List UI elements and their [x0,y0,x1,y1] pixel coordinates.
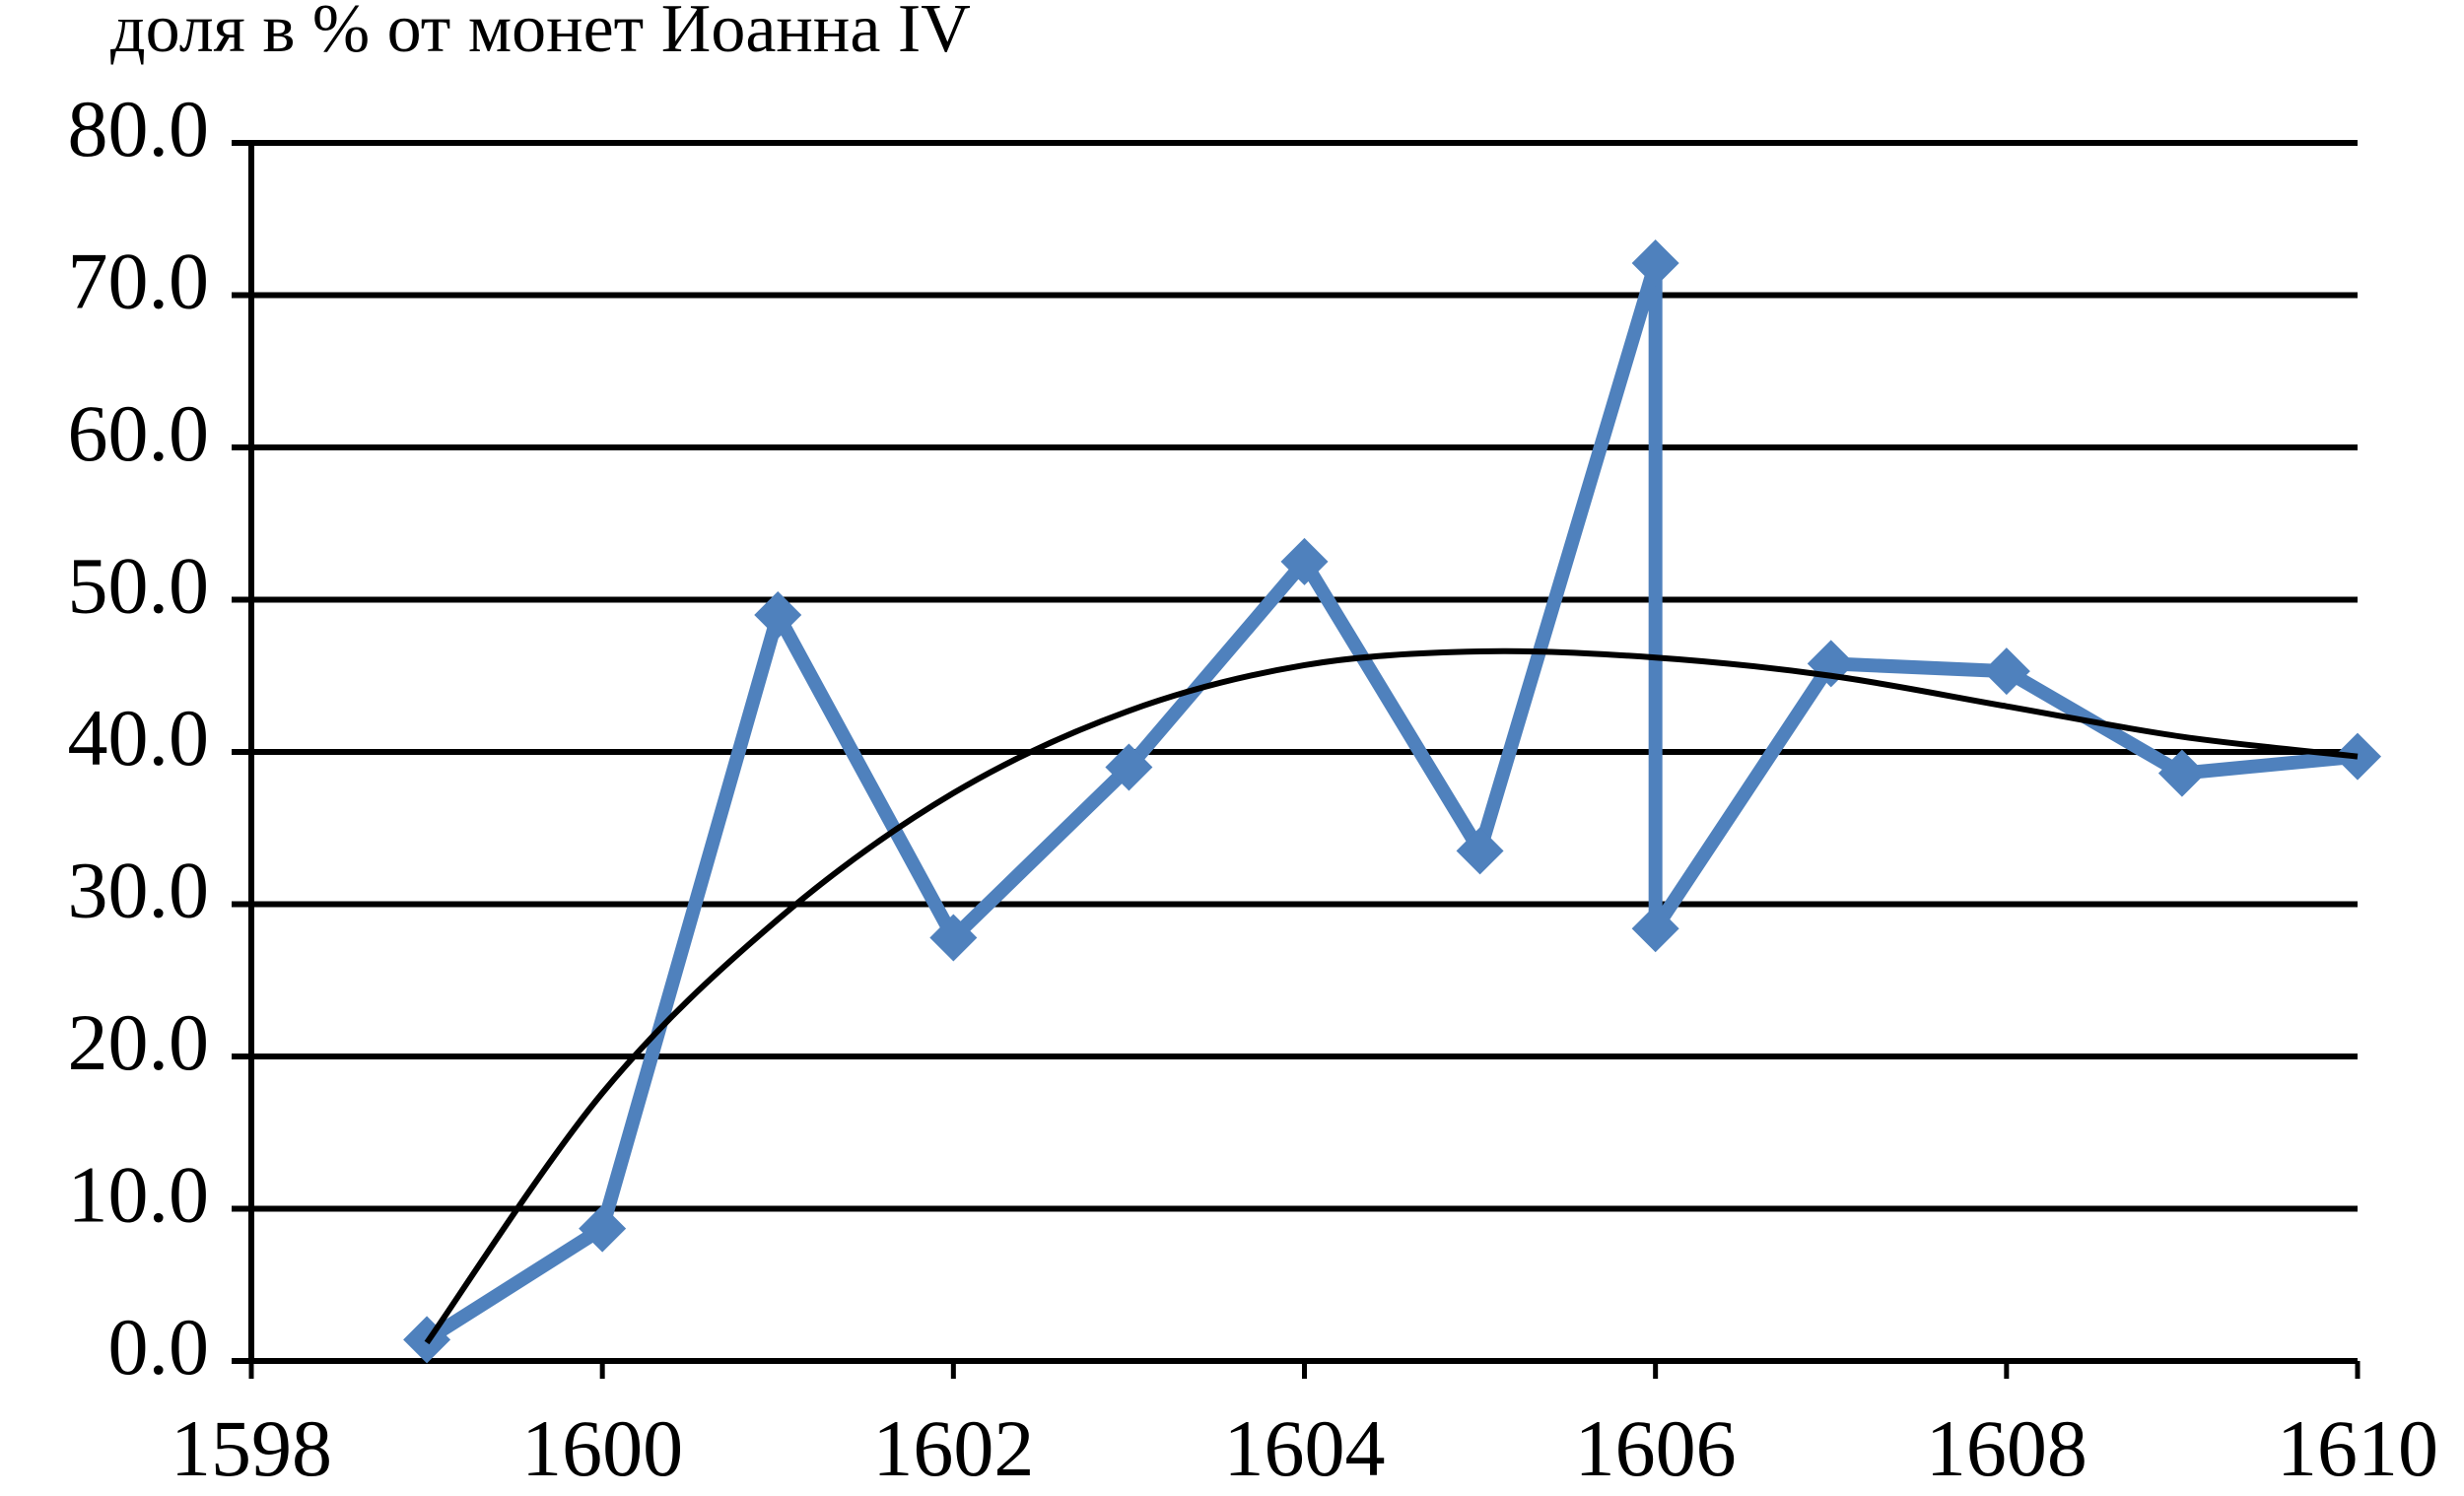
y-tick-label: 40.0 [68,693,210,782]
y-tick-label: 50.0 [68,540,210,630]
x-tick-label: 1598 [171,1403,332,1493]
y-tick-label: 0.0 [108,1302,210,1392]
x-tick-label: 1606 [1575,1403,1737,1493]
y-tick-label: 70.0 [68,236,210,325]
marker [1631,905,1679,953]
x-tick-label: 1602 [872,1403,1034,1493]
marker [2157,749,2206,797]
chart-title: доля в % от монет Иоанна IV [110,0,971,67]
y-tick-label: 80.0 [68,84,210,173]
y-tick-label: 30.0 [68,845,210,934]
y-tick-label: 20.0 [68,997,210,1087]
marker [1631,239,1679,288]
y-tick-label: 10.0 [68,1149,210,1239]
x-tick-label: 1608 [1926,1403,2088,1493]
marker [754,590,802,639]
series-line [423,256,2359,1346]
trend-line [424,647,2359,1345]
marker [579,1204,627,1253]
x-tick-label: 1610 [2277,1403,2438,1493]
marker [1982,647,2030,696]
y-tick-label: 60.0 [68,388,210,478]
marker [1105,743,1153,791]
x-tick-label: 1604 [1224,1403,1386,1493]
marker [929,914,978,962]
x-tick-label: 1600 [521,1403,683,1493]
marker [1456,827,1504,875]
marker [1280,537,1329,585]
